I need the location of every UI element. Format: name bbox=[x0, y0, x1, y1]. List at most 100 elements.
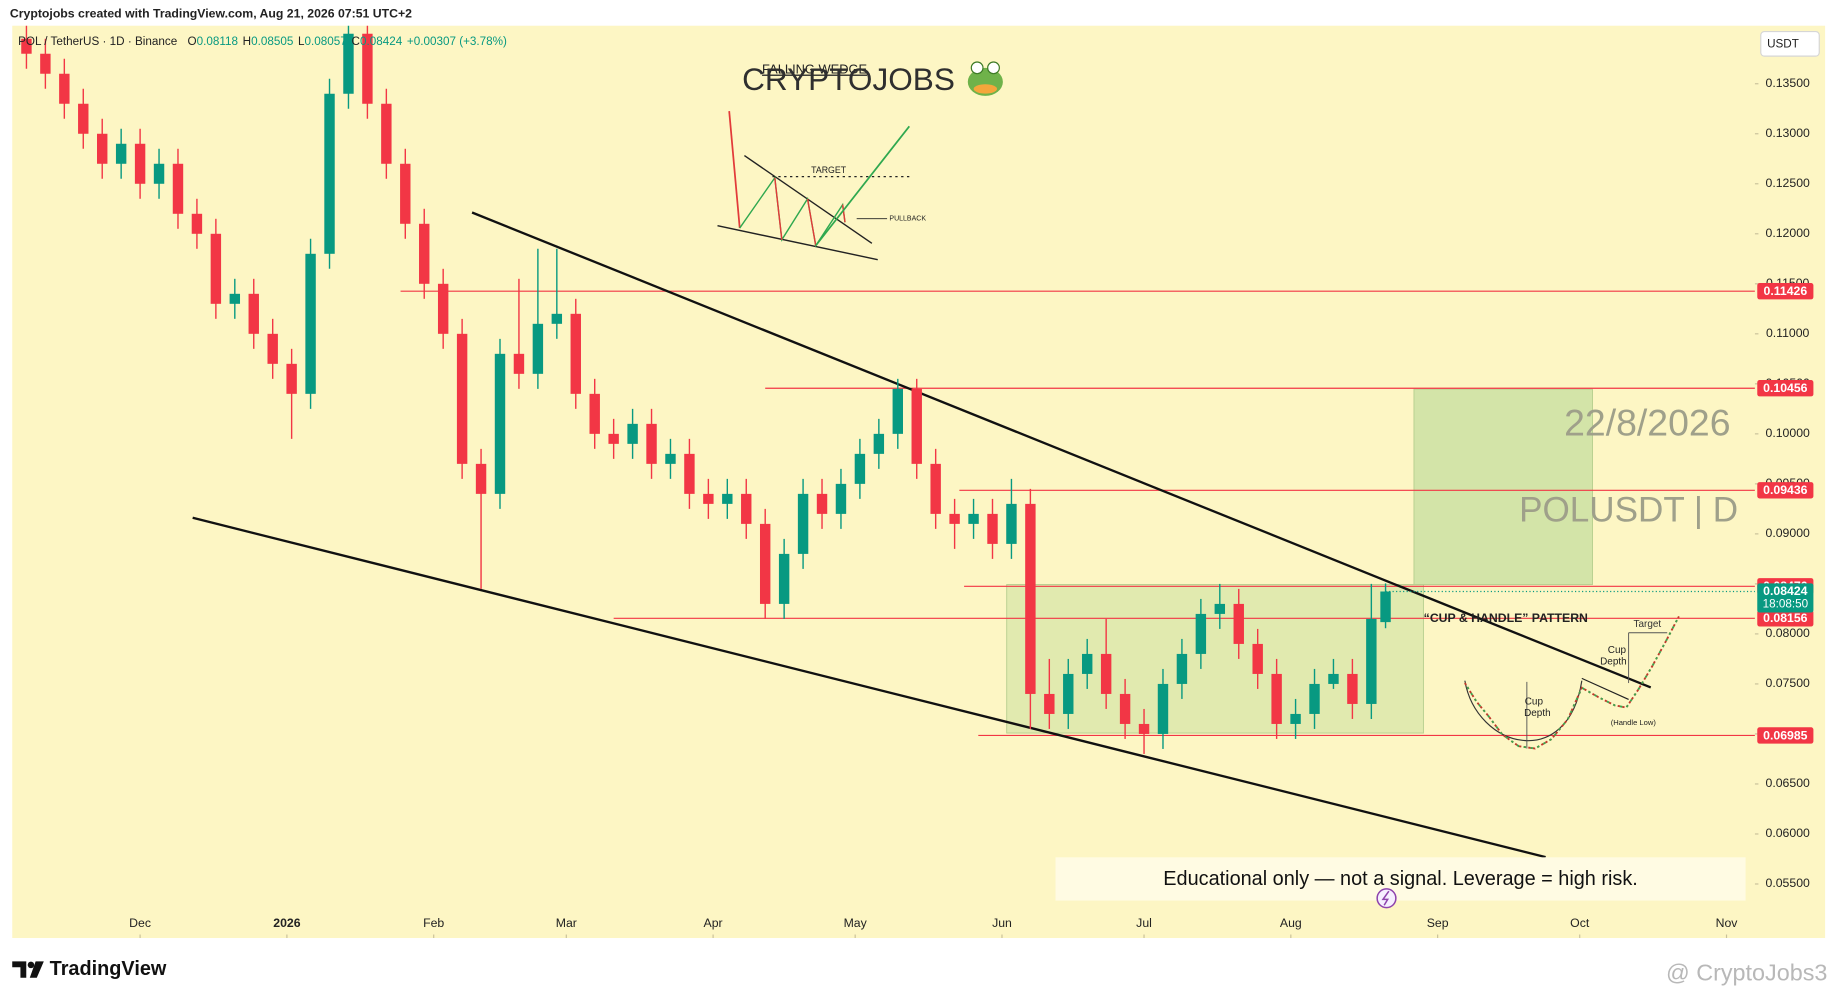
candle-body bbox=[892, 388, 903, 434]
watermark: @ CryptoJobs3 bbox=[1666, 959, 1827, 985]
current-price-label: 0.08424 bbox=[1763, 584, 1808, 598]
candle-body bbox=[1347, 673, 1358, 704]
current-price-box bbox=[1757, 583, 1814, 613]
y-tick-label: 0.12000 bbox=[1766, 226, 1811, 240]
logo-mark bbox=[29, 961, 44, 978]
replay-circle[interactable] bbox=[1376, 888, 1397, 909]
candle-body bbox=[1044, 693, 1055, 714]
frog-eye bbox=[987, 61, 1000, 75]
cup-price-path bbox=[1464, 615, 1680, 750]
wedge-title: FALLING WEDGE bbox=[762, 62, 867, 77]
cup-depth-label: Cup bbox=[1525, 696, 1544, 707]
candle-body bbox=[1119, 693, 1131, 724]
cup-depth-label: Depth bbox=[1600, 657, 1627, 668]
candle-body bbox=[97, 133, 108, 164]
candle-body bbox=[987, 513, 998, 544]
ohlc-letter: H bbox=[243, 35, 251, 48]
candle-body bbox=[608, 433, 619, 444]
ohlc-value: 0.08505 bbox=[251, 35, 294, 48]
logo-mark bbox=[27, 961, 35, 969]
candle-body bbox=[324, 93, 335, 254]
candle-body bbox=[854, 453, 866, 484]
y-tick-label: 0.06500 bbox=[1766, 776, 1811, 790]
candle-body bbox=[267, 333, 278, 364]
level-label-box bbox=[1757, 727, 1814, 744]
level-label-box bbox=[1757, 380, 1814, 397]
level-label: 0.09436 bbox=[1763, 483, 1808, 497]
y-tick-label: 0.13000 bbox=[1766, 126, 1811, 140]
cup-handle-diagram: Cup Depth Cup Depth Target (Handle Low) bbox=[1464, 615, 1680, 750]
candle-body bbox=[1195, 613, 1207, 654]
candle-body bbox=[229, 293, 241, 304]
logo-text[interactable]: TradingView bbox=[50, 958, 167, 980]
disclaimer-box bbox=[1055, 857, 1746, 901]
candle-body bbox=[172, 163, 184, 214]
frog-icon bbox=[967, 61, 1003, 96]
wedge-zigzag-down bbox=[806, 198, 817, 246]
candle-body bbox=[1138, 723, 1150, 734]
x-tick-label: Nov bbox=[1716, 916, 1739, 930]
candle-body bbox=[78, 103, 89, 134]
zone bbox=[1413, 388, 1593, 585]
brand: CRYPTOJOBS bbox=[742, 61, 955, 97]
wedge-diagram: TARGET PULLBACK FALLING WEDGE bbox=[717, 62, 926, 261]
level-label-box bbox=[1757, 283, 1814, 300]
candle-body bbox=[305, 253, 316, 394]
ohlc-letter: C bbox=[351, 35, 359, 48]
ohlc-change: +0.00307 (+3.78%) bbox=[407, 35, 507, 48]
candle-body bbox=[1366, 618, 1377, 704]
candle-body bbox=[134, 143, 146, 184]
candle-body bbox=[191, 213, 203, 234]
candle-body bbox=[570, 313, 581, 394]
candle-body bbox=[1176, 653, 1188, 684]
candle-body bbox=[1063, 673, 1074, 714]
candle-body bbox=[513, 353, 525, 374]
countdown-label: 18:08:50 bbox=[1763, 597, 1809, 610]
candle-body bbox=[362, 33, 373, 104]
x-tick-label: Jun bbox=[992, 916, 1012, 930]
trendline bbox=[471, 211, 1652, 689]
candle-body bbox=[1271, 673, 1282, 724]
tradingview-logo[interactable]: TradingView bbox=[12, 958, 167, 980]
candle-body bbox=[968, 513, 979, 524]
candle-body bbox=[475, 463, 487, 494]
y-tick-label: 0.10000 bbox=[1766, 426, 1811, 440]
date-stamp: 22/8/2026 bbox=[1564, 402, 1730, 444]
x-tick-label: Apr bbox=[704, 916, 723, 930]
ohlc-letter: L bbox=[298, 35, 305, 48]
wedge-lower bbox=[717, 225, 878, 261]
plot-area bbox=[21, 25, 1755, 859]
frog-eye bbox=[970, 61, 984, 75]
wedge-breakout bbox=[815, 125, 911, 247]
frog-mouth bbox=[973, 84, 998, 94]
candle-body bbox=[949, 513, 960, 524]
y-tick-label: 0.07500 bbox=[1766, 676, 1811, 690]
currency-button[interactable] bbox=[1760, 30, 1820, 57]
y-tick-label: 0.05500 bbox=[1766, 876, 1811, 890]
x-tick-label: Sep bbox=[1427, 916, 1449, 930]
pattern-label: “CUP & HANDLE” PATTERN bbox=[1424, 611, 1588, 625]
cup-target-label: Target bbox=[1634, 619, 1662, 630]
trendline bbox=[192, 516, 1546, 859]
handle-line bbox=[1581, 677, 1629, 700]
candle-body bbox=[1290, 713, 1301, 724]
candle-body bbox=[873, 433, 885, 454]
candle-body bbox=[419, 223, 430, 284]
candle-body bbox=[1328, 673, 1339, 684]
handle-low-label: (Handle Low) bbox=[1611, 718, 1657, 727]
candle-body bbox=[153, 163, 165, 184]
candle-body bbox=[589, 393, 600, 434]
candle-body bbox=[627, 423, 638, 444]
candle-body bbox=[1025, 503, 1036, 694]
replay-bolt bbox=[1381, 890, 1390, 906]
x-tick-label: May bbox=[844, 916, 868, 930]
level-label: 0.06985 bbox=[1763, 728, 1808, 742]
candle-body bbox=[797, 493, 809, 554]
y-tick-label: 0.11000 bbox=[1766, 326, 1810, 340]
currency-button-label[interactable]: USDT bbox=[1767, 38, 1799, 51]
ticker-stamp: POLUSDT | D bbox=[1519, 491, 1738, 530]
wedge-drop bbox=[728, 111, 741, 229]
replay-icon[interactable] bbox=[1376, 888, 1397, 909]
candle-body bbox=[551, 313, 563, 324]
candle-body bbox=[494, 353, 506, 494]
